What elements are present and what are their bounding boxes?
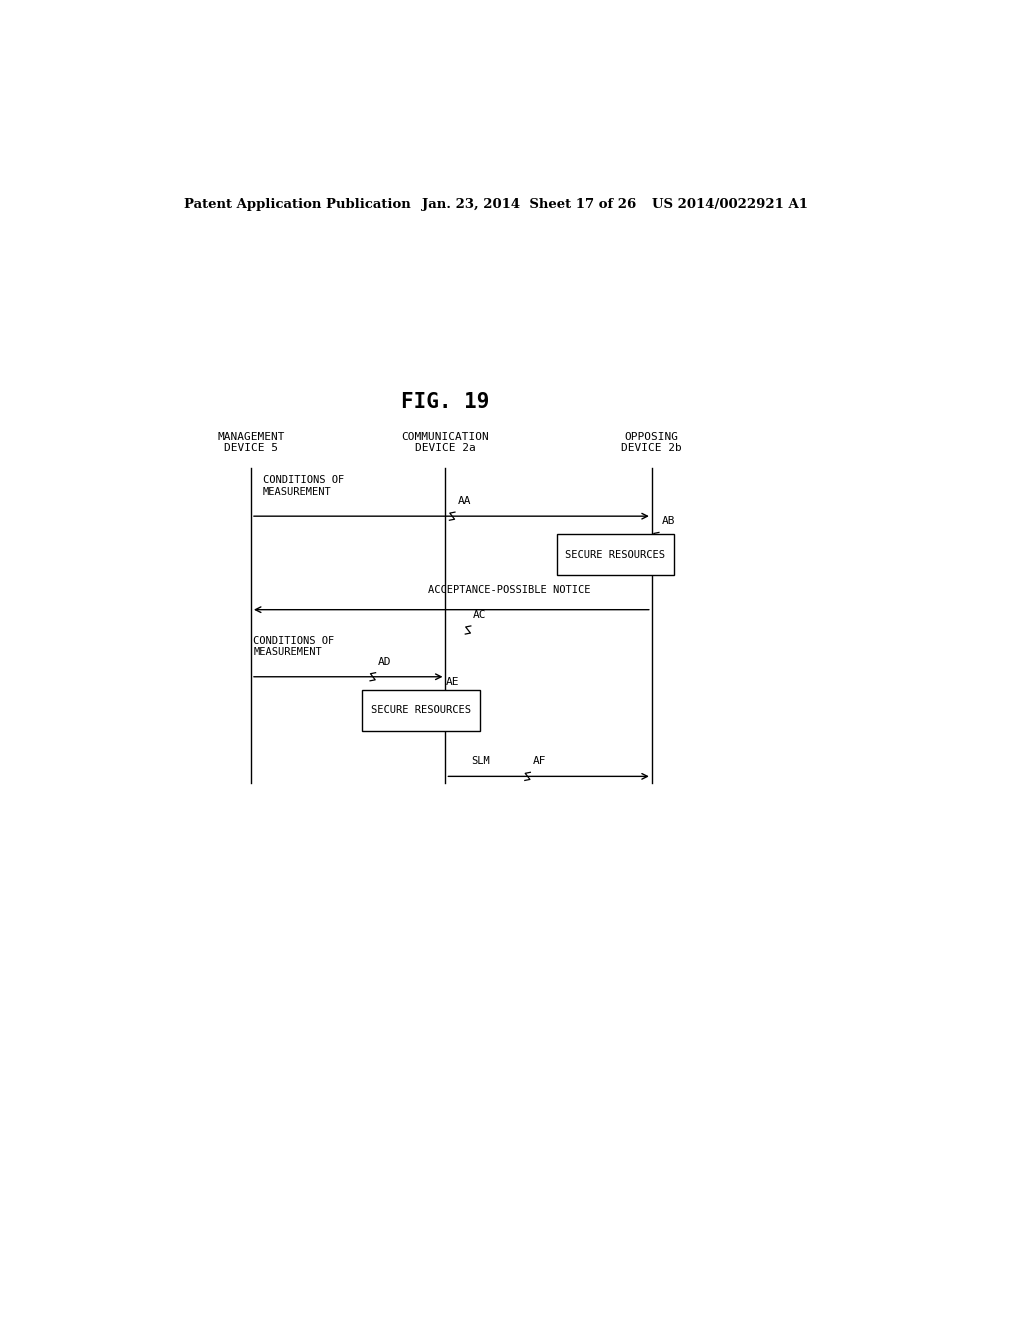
Text: AD: AD [378,656,391,667]
FancyBboxPatch shape [362,690,479,731]
Text: MANAGEMENT
DEVICE 5: MANAGEMENT DEVICE 5 [217,432,285,453]
Text: AC: AC [473,610,486,620]
Text: CONDITIONS OF
MEASUREMENT: CONDITIONS OF MEASUREMENT [263,475,344,496]
FancyBboxPatch shape [557,535,674,576]
Text: FIG. 19: FIG. 19 [401,392,489,412]
Text: SLM: SLM [471,756,489,766]
Text: AA: AA [458,496,471,506]
Text: CONDITIONS OF
MEASUREMENT: CONDITIONS OF MEASUREMENT [253,636,335,657]
Text: US 2014/0022921 A1: US 2014/0022921 A1 [652,198,808,211]
Text: AB: AB [662,516,675,527]
Text: Patent Application Publication: Patent Application Publication [183,198,411,211]
Text: Jan. 23, 2014  Sheet 17 of 26: Jan. 23, 2014 Sheet 17 of 26 [422,198,636,211]
Text: AE: AE [445,677,459,686]
Text: SECURE RESOURCES: SECURE RESOURCES [371,705,471,715]
Text: COMMUNICATION
DEVICE 2a: COMMUNICATION DEVICE 2a [401,432,489,453]
Text: ACCEPTANCE-POSSIBLE NOTICE: ACCEPTANCE-POSSIBLE NOTICE [428,586,591,595]
Text: SECURE RESOURCES: SECURE RESOURCES [565,550,666,560]
Text: OPPOSING
DEVICE 2b: OPPOSING DEVICE 2b [622,432,682,453]
Text: AF: AF [532,756,546,766]
